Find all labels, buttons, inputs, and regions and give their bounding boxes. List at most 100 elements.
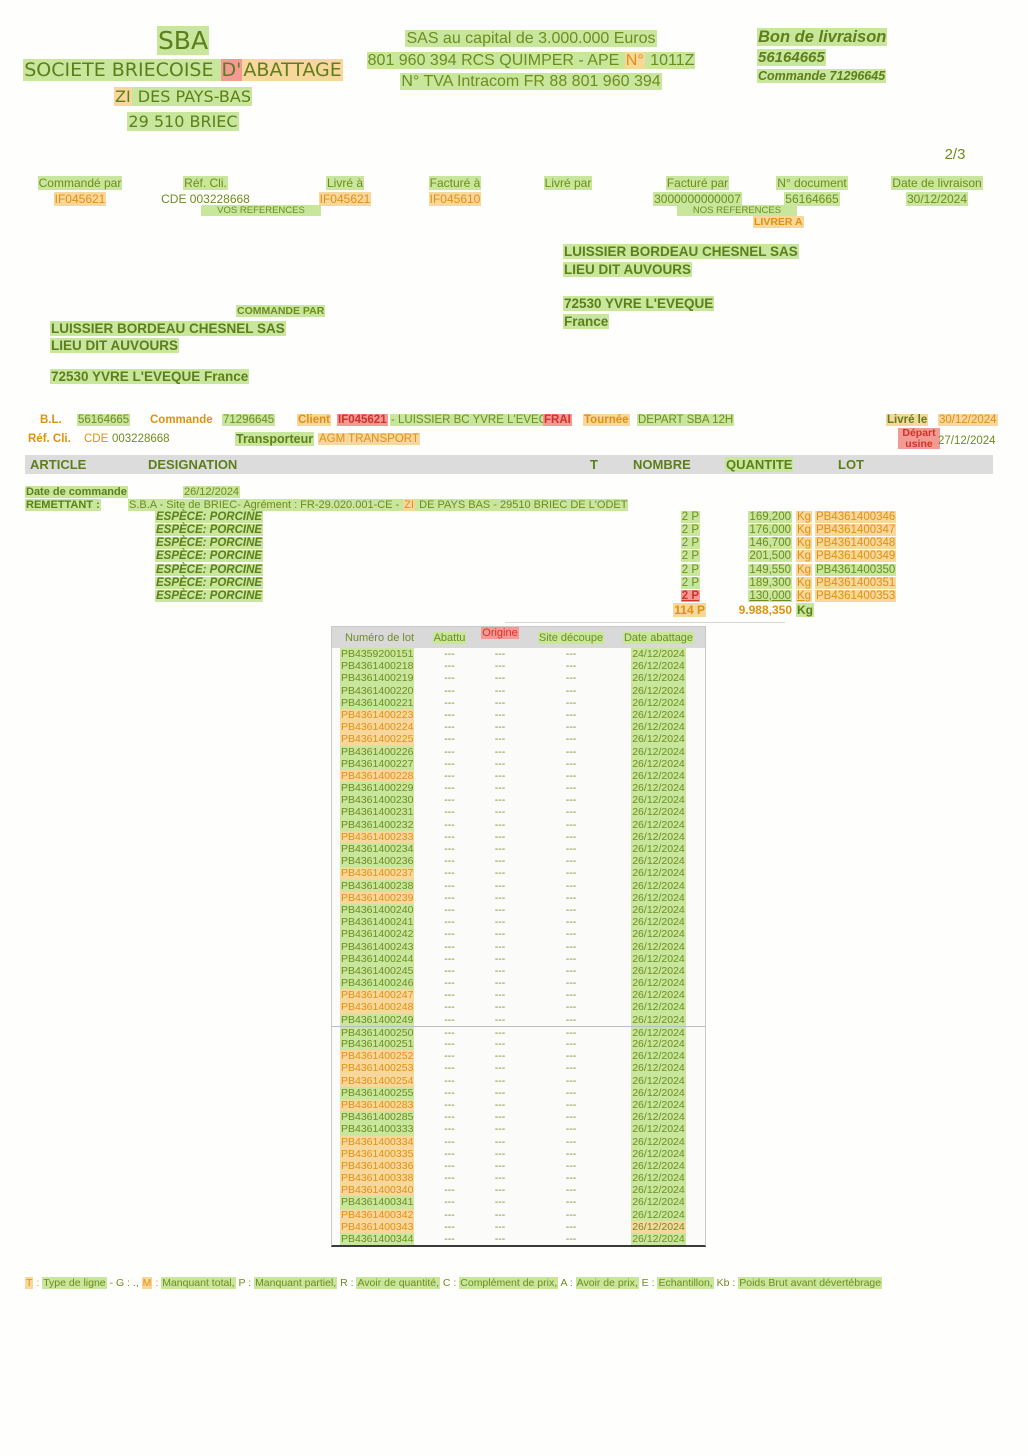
- lot-number: PB4361400346: [815, 511, 897, 523]
- abattu-value: ---: [444, 830, 455, 843]
- origine-value: ---: [494, 1184, 506, 1197]
- lot-row: PB4361400218 --- --- --- 26/12/2024: [332, 660, 705, 673]
- origine-value: ---: [494, 843, 506, 855]
- lot-number: PB4361400239: [340, 891, 415, 904]
- site-decoupe-value: ---: [565, 1050, 577, 1063]
- origine-value: ---: [494, 964, 506, 977]
- legend-segment: Poids Brut avant dévertébrage: [738, 1277, 883, 1289]
- date-abattage: 26/12/2024: [631, 830, 686, 844]
- abattu-value: ---: [444, 782, 455, 795]
- quantity-value: 189,300: [710, 576, 792, 589]
- quantity-unit: Kg: [796, 576, 813, 589]
- field-label-text: Commandé par: [37, 176, 123, 190]
- field-6: N° document 56164665: [758, 176, 866, 206]
- origine-value: ---: [494, 660, 506, 673]
- lot-row: PB4361400340 --- --- --- 26/12/2024: [332, 1184, 705, 1197]
- origine-value: ---: [494, 794, 506, 807]
- lot-number: PB4361400349: [815, 550, 897, 563]
- date-abattage: 26/12/2024: [631, 1147, 686, 1160]
- site-decoupe-value: ---: [565, 1220, 577, 1233]
- lot-number: PB4361400351: [815, 576, 897, 589]
- site-decoupe-value: ---: [565, 1208, 577, 1221]
- origine-value: ---: [494, 891, 506, 904]
- lot-row: PB4361400240 --- --- --- 26/12/2024: [332, 903, 705, 917]
- abattu-value: ---: [444, 1123, 455, 1136]
- client-code: IF045621: [337, 414, 388, 426]
- quantity-value: 176,000: [710, 524, 792, 537]
- lot-number: PB4361400348: [815, 537, 897, 550]
- origine-value: ---: [494, 1038, 506, 1050]
- site-decoupe-value: ---: [565, 648, 577, 660]
- lot-row: PB4361400223 --- --- --- 26/12/2024: [332, 708, 705, 722]
- origine-value: ---: [494, 1159, 506, 1172]
- field-0: Commandé par IF045621: [25, 176, 135, 206]
- abattu-value: ---: [444, 1098, 455, 1111]
- legend-segment: Kb :: [713, 1277, 739, 1289]
- lot-col-header: Numéro de lot: [344, 631, 415, 644]
- spacer: [50, 354, 286, 368]
- origine-value: ---: [494, 1123, 506, 1136]
- company-short-name: SBA: [156, 26, 210, 55]
- lot-number: PB4361400347: [815, 524, 897, 537]
- lot-row: PB4361400246 --- --- --- 26/12/2024: [332, 977, 705, 990]
- quantity-unit-text: Kg: [796, 511, 813, 523]
- abattu-value: ---: [444, 977, 455, 990]
- abattu-value: ---: [444, 989, 455, 1002]
- lot-number: PB4361400253: [340, 1062, 415, 1075]
- origine-value: ---: [494, 806, 506, 819]
- abattu-value: ---: [444, 855, 455, 868]
- lot-row: PB4361400283 --- --- --- 26/12/2024: [332, 1098, 705, 1112]
- quantity-value: 169,200: [710, 511, 792, 523]
- quantity-unit: Kg: [796, 550, 813, 563]
- col-t: T: [590, 457, 598, 472]
- abattu-value: ---: [444, 806, 455, 819]
- origine-value: ---: [494, 1111, 506, 1124]
- lot-number: PB4361400338: [340, 1172, 415, 1185]
- origine-value: ---: [494, 1172, 506, 1185]
- field-label-text: Date de livraison: [891, 176, 983, 190]
- date-abattage: 26/12/2024: [631, 977, 686, 990]
- date-abattage: 26/12/2024: [631, 1074, 686, 1087]
- date-abattage: 26/12/2024: [631, 891, 686, 904]
- abattu-value: ---: [444, 1001, 455, 1014]
- species-label: ESPÈCE: PORCINE: [155, 563, 264, 576]
- abattu-value: ---: [444, 1111, 455, 1124]
- lot-number: PB4361400336: [340, 1159, 415, 1173]
- abattu-value: ---: [444, 1196, 455, 1209]
- date-abattage: 26/12/2024: [631, 769, 686, 783]
- lot-col-header: Date abattage: [622, 631, 695, 644]
- lot-number: PB4361400283: [340, 1098, 415, 1112]
- livre-le-value: 30/12/2024: [938, 414, 998, 426]
- origine-value: ---: [494, 1135, 506, 1148]
- piece-count: 2 P: [640, 589, 700, 602]
- site-decoupe-value: ---: [565, 1172, 577, 1185]
- date-abattage: 26/12/2024: [631, 1196, 686, 1209]
- field-3: Facturé à IF045610: [410, 176, 500, 206]
- origine-value: ---: [494, 696, 506, 709]
- origine-value: ---: [494, 769, 506, 782]
- origine-value: ---: [494, 977, 506, 990]
- lot-number: PB4361400242: [340, 928, 415, 941]
- ordered-by-address: LUISSIER BORDEAU CHESNEL SAS LIEU DIT AU…: [50, 320, 286, 385]
- lot-row: PB4361400228 --- --- --- 26/12/2024: [332, 769, 705, 783]
- lot-row: PB4361400221 --- --- --- 26/12/2024: [332, 696, 705, 709]
- species-label: ESPÈCE: PORCINE: [155, 576, 264, 589]
- date-abattage: 26/12/2024: [631, 952, 686, 965]
- date-abattage: 26/12/2024: [631, 696, 686, 709]
- species-row: ESPÈCE: PORCINE 2 P 130,000 Kg PB4361400353: [0, 589, 1028, 603]
- total-quantity-text: 9.988,350: [738, 602, 792, 617]
- abattu-value: ---: [444, 867, 455, 880]
- origine-value: ---: [494, 721, 506, 734]
- field-label: Livré à: [300, 176, 390, 190]
- lot-number: PB4361400232: [340, 818, 415, 831]
- field-2: Livré à IF045621: [300, 176, 390, 206]
- site-decoupe-value: ---: [565, 1184, 577, 1197]
- origine-value: ---: [494, 1196, 506, 1209]
- abattu-value: ---: [444, 708, 455, 721]
- field-value: 56164665: [758, 192, 866, 206]
- lot-number: PB4361400218: [340, 660, 415, 673]
- lot-number: PB4361400344: [340, 1233, 415, 1246]
- lot-number: PB4361400251: [340, 1038, 415, 1051]
- lot-row: PB4361400245 --- --- --- 26/12/2024: [332, 964, 705, 978]
- legend-segment: P :: [235, 1277, 255, 1289]
